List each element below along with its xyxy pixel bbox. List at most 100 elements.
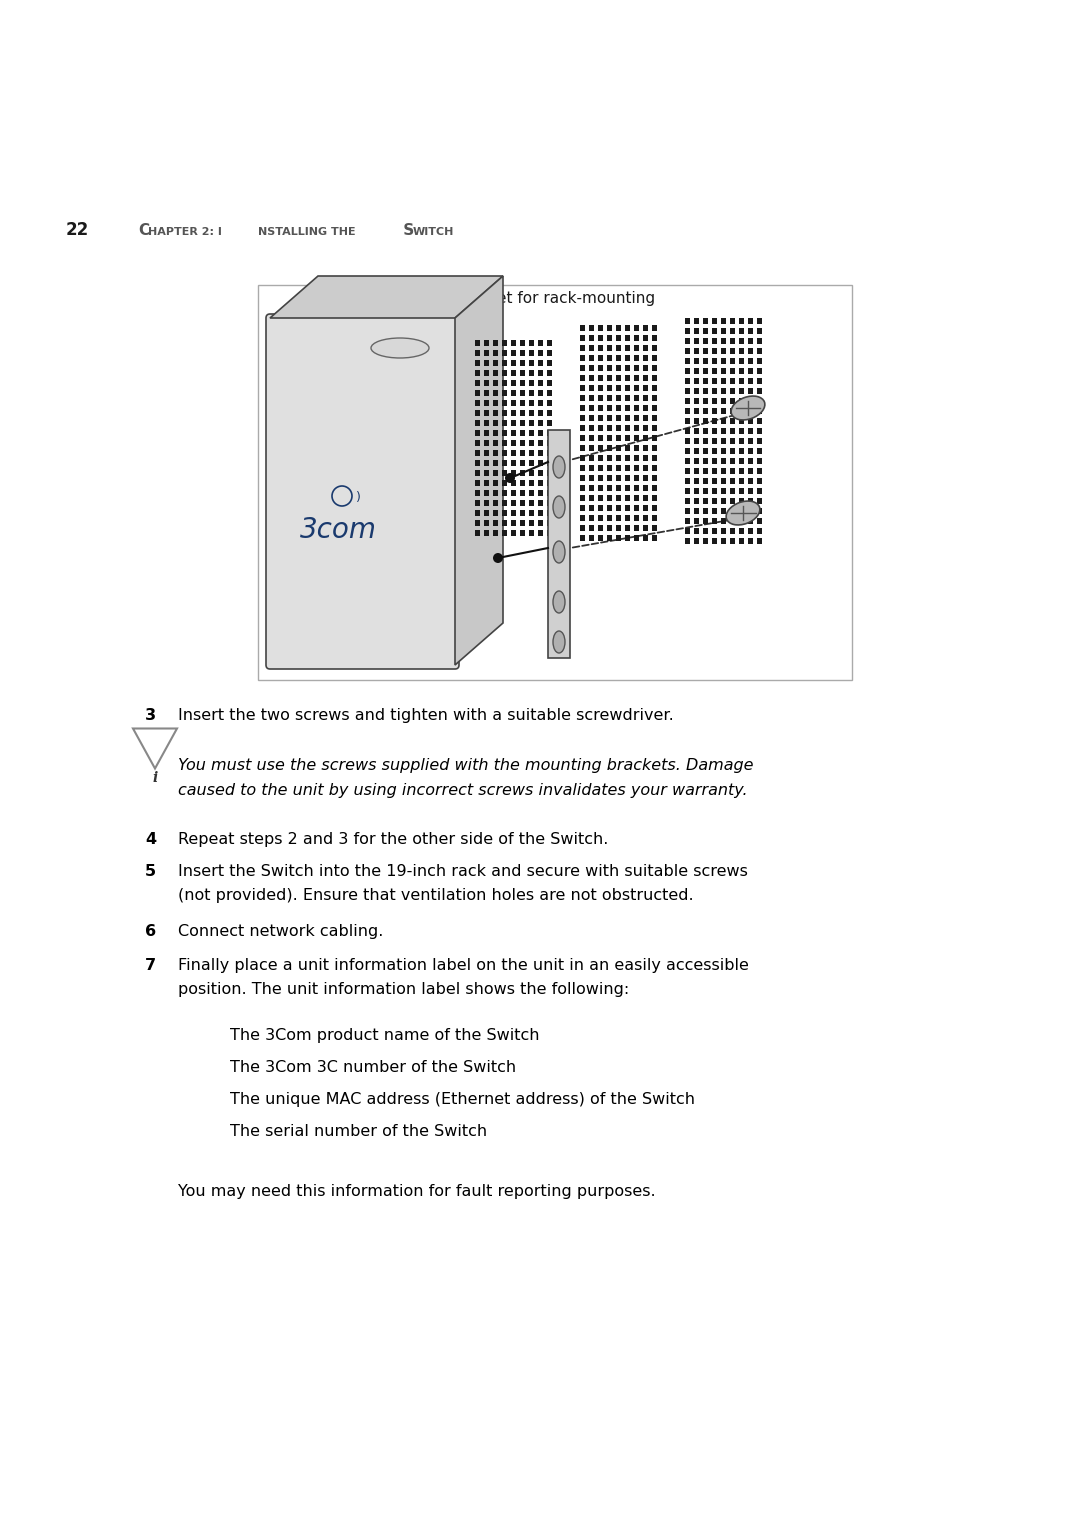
Bar bbox=[643, 335, 648, 341]
Bar bbox=[502, 420, 507, 426]
Bar bbox=[634, 515, 639, 521]
Bar bbox=[712, 419, 717, 423]
Bar bbox=[502, 510, 507, 516]
Ellipse shape bbox=[553, 541, 565, 562]
Bar bbox=[589, 374, 594, 380]
Bar bbox=[721, 397, 726, 403]
Text: 5: 5 bbox=[145, 863, 157, 879]
Bar bbox=[712, 329, 717, 335]
Bar bbox=[757, 348, 762, 354]
Bar bbox=[519, 341, 525, 345]
Bar bbox=[703, 439, 708, 445]
Bar bbox=[511, 341, 516, 345]
Bar bbox=[529, 420, 534, 426]
Bar bbox=[703, 358, 708, 364]
Text: 3: 3 bbox=[145, 707, 157, 723]
Bar bbox=[580, 495, 585, 501]
Bar bbox=[643, 515, 648, 521]
Bar bbox=[730, 368, 735, 374]
Bar bbox=[643, 526, 648, 532]
Bar bbox=[580, 475, 585, 481]
Bar bbox=[739, 507, 744, 513]
Bar bbox=[580, 416, 585, 422]
Bar bbox=[616, 405, 621, 411]
Bar bbox=[589, 425, 594, 431]
Bar bbox=[519, 471, 525, 477]
Bar bbox=[538, 500, 543, 506]
Bar bbox=[484, 480, 489, 486]
Bar bbox=[739, 518, 744, 524]
Bar bbox=[580, 335, 585, 341]
Bar bbox=[643, 345, 648, 351]
Bar bbox=[712, 478, 717, 484]
Bar bbox=[529, 400, 534, 406]
Bar bbox=[721, 468, 726, 474]
Text: Insert the Switch into the 19-inch rack and secure with suitable screws: Insert the Switch into the 19-inch rack … bbox=[178, 863, 747, 879]
Bar bbox=[580, 515, 585, 521]
Bar bbox=[712, 529, 717, 533]
Bar bbox=[492, 341, 498, 345]
Bar bbox=[643, 484, 648, 490]
Bar bbox=[502, 350, 507, 356]
Bar bbox=[712, 458, 717, 465]
Bar bbox=[580, 435, 585, 442]
Bar bbox=[502, 451, 507, 455]
Bar bbox=[589, 515, 594, 521]
Bar bbox=[475, 440, 480, 446]
Bar bbox=[757, 458, 762, 465]
Bar bbox=[685, 377, 690, 384]
Bar bbox=[721, 377, 726, 384]
Bar bbox=[616, 345, 621, 351]
Bar bbox=[598, 504, 603, 510]
Bar bbox=[625, 484, 630, 490]
Text: position. The unit information label shows the following:: position. The unit information label sho… bbox=[178, 983, 630, 996]
Bar bbox=[721, 507, 726, 513]
Polygon shape bbox=[455, 277, 503, 665]
Bar bbox=[589, 455, 594, 461]
Bar bbox=[694, 478, 699, 484]
Bar bbox=[685, 478, 690, 484]
Bar bbox=[475, 520, 480, 526]
FancyBboxPatch shape bbox=[266, 313, 459, 669]
Bar bbox=[703, 498, 708, 504]
Bar bbox=[502, 500, 507, 506]
Bar bbox=[634, 484, 639, 490]
Bar bbox=[607, 365, 612, 371]
Bar bbox=[616, 475, 621, 481]
Bar bbox=[511, 480, 516, 486]
Bar bbox=[546, 480, 552, 486]
Bar bbox=[546, 510, 552, 516]
Bar bbox=[757, 529, 762, 533]
Bar bbox=[685, 487, 690, 494]
Bar bbox=[607, 495, 612, 501]
Bar bbox=[652, 335, 657, 341]
Bar bbox=[712, 428, 717, 434]
Bar bbox=[502, 520, 507, 526]
Bar bbox=[538, 410, 543, 416]
Bar bbox=[580, 365, 585, 371]
Bar bbox=[748, 388, 753, 394]
Bar bbox=[685, 448, 690, 454]
Bar bbox=[757, 448, 762, 454]
Bar bbox=[625, 445, 630, 451]
Bar bbox=[643, 374, 648, 380]
Bar bbox=[616, 335, 621, 341]
Bar bbox=[511, 410, 516, 416]
Bar bbox=[511, 460, 516, 466]
Bar bbox=[519, 380, 525, 387]
Bar bbox=[616, 354, 621, 361]
Bar bbox=[625, 475, 630, 481]
Bar bbox=[492, 390, 498, 396]
Bar bbox=[652, 405, 657, 411]
Bar bbox=[694, 358, 699, 364]
Bar bbox=[625, 385, 630, 391]
Bar bbox=[730, 419, 735, 423]
Bar bbox=[739, 458, 744, 465]
Bar bbox=[607, 405, 612, 411]
Bar bbox=[475, 480, 480, 486]
Bar bbox=[475, 341, 480, 345]
Bar bbox=[748, 468, 753, 474]
Bar bbox=[492, 500, 498, 506]
Bar bbox=[703, 338, 708, 344]
Bar bbox=[475, 460, 480, 466]
